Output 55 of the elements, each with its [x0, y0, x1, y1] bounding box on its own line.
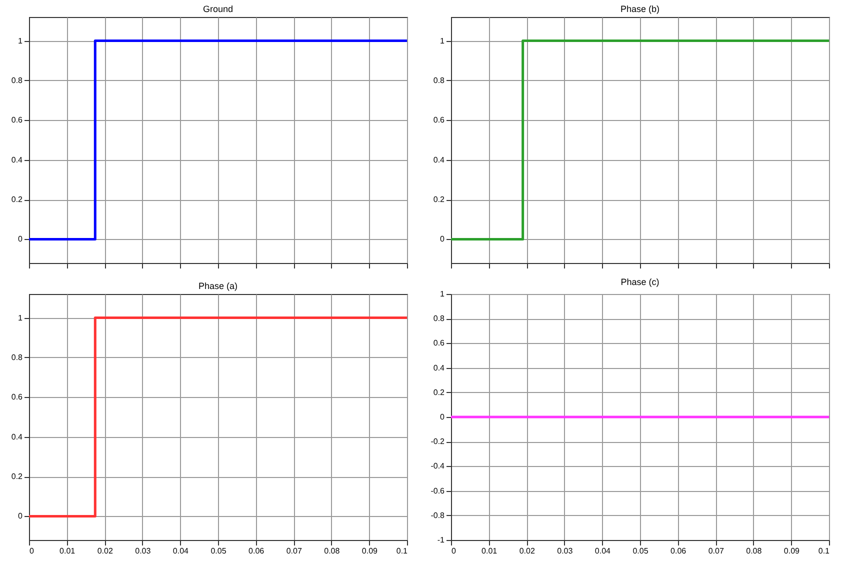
x-tick-label: 0.04 [594, 546, 612, 556]
x-tick-label: 0.04 [172, 546, 190, 556]
x-tick-label: 0.06 [248, 546, 265, 556]
x-tick-label: 0.01 [482, 546, 498, 556]
y-tick-label: 1 [18, 313, 24, 322]
y-tick-label: 0.8 [11, 352, 24, 362]
y-tick-label: 1 [18, 36, 24, 46]
y-tick-label: 0.2 [433, 195, 446, 204]
x-tick-label: 0.08 [324, 546, 340, 556]
y-tick-label: -0.2 [430, 437, 446, 446]
x-tick-label: 0.08 [746, 546, 762, 556]
y-tick-label: -0.4 [430, 462, 446, 471]
x-tick-label: 0 [30, 546, 34, 556]
x-tick-label: 0.02 [519, 546, 536, 556]
y-tick-label: 1 [440, 36, 446, 46]
y-tick-label: 0.6 [11, 116, 24, 125]
y-tick-label: 0.2 [433, 388, 446, 397]
y-tick-label: 0 [440, 412, 446, 422]
chart-title: Ground [202, 4, 234, 14]
x-tick-label: 0 [452, 546, 456, 556]
chart-title: Phase (c) [620, 277, 660, 287]
chart-title: Phase (a) [198, 281, 238, 291]
y-tick-label: -1 [437, 536, 446, 544]
y-tick-label: 0 [18, 512, 24, 521]
x-tick-label: 0.07 [708, 546, 724, 556]
chart-title: Phase (b) [620, 4, 660, 14]
x-tick-label: 0.05 [632, 546, 649, 556]
y-tick-label: 0.2 [11, 472, 24, 482]
x-tick-label: 0.09 [362, 546, 378, 556]
y-tick-label: 0.6 [11, 392, 24, 402]
y-tick-label: 0.6 [433, 338, 446, 348]
x-tick-label: 0.01 [60, 546, 76, 556]
y-tick-label: 0.8 [11, 76, 24, 85]
x-tick-label: 0.02 [97, 546, 114, 556]
x-tick-label: 0.09 [784, 546, 800, 556]
y-tick-label: 0 [18, 234, 24, 244]
y-tick-label: 0.4 [11, 432, 24, 442]
y-tick-label: 0.6 [433, 116, 446, 125]
y-tick-label: 0.4 [433, 363, 446, 372]
x-tick-label: 0.03 [557, 546, 574, 556]
x-tick-label: 0.06 [670, 546, 687, 556]
y-tick-label: 0.4 [11, 155, 24, 164]
x-tick-label: 0.1 [396, 546, 408, 556]
y-tick-label: -0.6 [430, 486, 446, 496]
x-tick-label: 0.05 [210, 546, 227, 556]
x-tick-label: 0.03 [135, 546, 152, 556]
y-tick-label: 0.8 [433, 76, 446, 85]
y-tick-label: -0.8 [430, 510, 446, 520]
y-tick-label: 0.2 [11, 195, 24, 204]
y-tick-label: 0 [440, 234, 446, 244]
y-tick-label: 1 [440, 290, 446, 298]
y-tick-label: 0.8 [433, 314, 446, 324]
x-tick-label: 0.07 [286, 546, 302, 556]
x-tick-label: 0.1 [818, 546, 830, 556]
y-tick-label: 0.4 [433, 155, 446, 164]
